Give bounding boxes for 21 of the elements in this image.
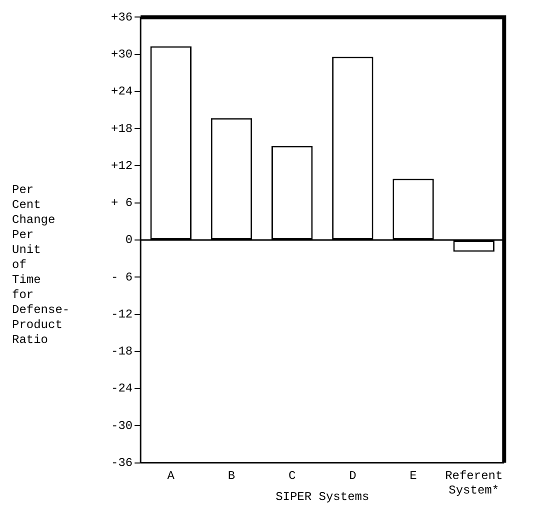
x-tick-label: E [409,469,417,484]
text: Per Cent Change Per Unit of Time for Defense-Product Ratio [12,183,70,347]
x-tick-label: B [228,469,235,484]
x-tick-label: D [348,469,356,484]
x-tick-label: Referent System* [444,469,502,498]
y-tick-label: -36 [110,456,132,470]
y-tick-label: + 6 [110,196,132,210]
y-tick-label: +24 [110,84,132,99]
y-tick-label: +36 [110,10,132,24]
y-tick-label: 0 [125,233,132,248]
y-tick-label: -24 [110,382,132,396]
y-tick-label: +12 [110,158,132,173]
x-axis-title: SIPER Systems [275,490,369,504]
x-tick-label: A [167,469,176,484]
y-tick-label: +18 [110,122,132,136]
x-tick-label: C [288,469,296,484]
y-tick-label: -12 [110,307,132,322]
y-tick-label: - 6 [110,270,132,284]
y-tick-label: +30 [110,48,132,62]
y-tick-label: -30 [110,418,132,433]
y-tick-label: -18 [110,344,132,359]
